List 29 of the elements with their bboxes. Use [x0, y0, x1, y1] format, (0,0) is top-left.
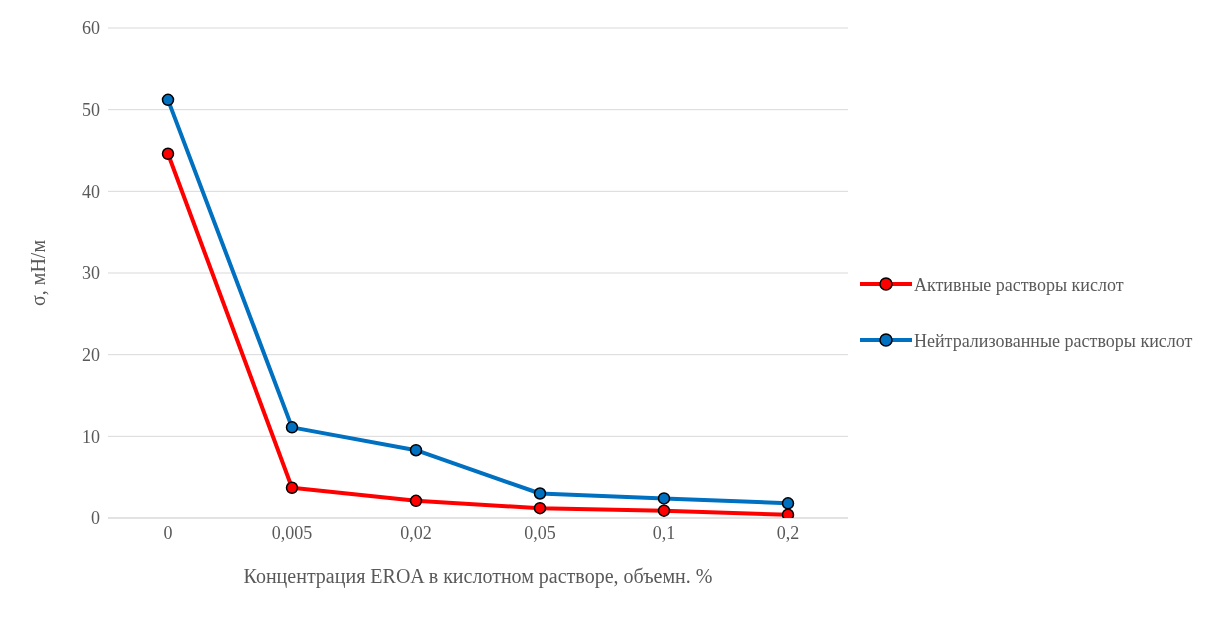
- point: [533, 487, 547, 500]
- x-tick-label: 0,005: [271, 522, 313, 543]
- y-tick-label: 50: [82, 100, 100, 121]
- y-tick-label: 40: [82, 181, 100, 202]
- x-tick-label: 0,2: [776, 522, 800, 543]
- y-axis-title: σ, мН/м: [27, 239, 50, 307]
- y-tick-label: 0: [91, 508, 100, 529]
- point: [161, 147, 175, 161]
- point: [161, 93, 175, 107]
- point: [781, 497, 795, 510]
- x-tick-label: 0,1: [652, 522, 676, 543]
- y-tick-label: 20: [82, 345, 100, 366]
- point: [657, 492, 671, 505]
- x-tick-label: 0,05: [524, 522, 556, 543]
- x-tick-label: 0: [163, 522, 173, 543]
- point: [533, 501, 547, 515]
- point: [409, 443, 423, 457]
- point: [409, 494, 423, 508]
- point: [781, 508, 795, 518]
- y-tick-label: 10: [82, 426, 100, 447]
- point: [657, 504, 671, 517]
- point: [285, 481, 299, 495]
- y-tick-label: 30: [82, 263, 100, 284]
- x-axis-title: Концентрация EROA в кислотном растворе, объемн. %: [243, 565, 713, 588]
- x-tick-label: 0,02: [400, 522, 432, 543]
- point: [285, 421, 299, 434]
- y-tick-label: 60: [82, 18, 100, 39]
- legend-label: Нейтрализованные растворы кислот: [914, 330, 1193, 352]
- legend-label: Активные растворы кислот: [914, 274, 1124, 296]
